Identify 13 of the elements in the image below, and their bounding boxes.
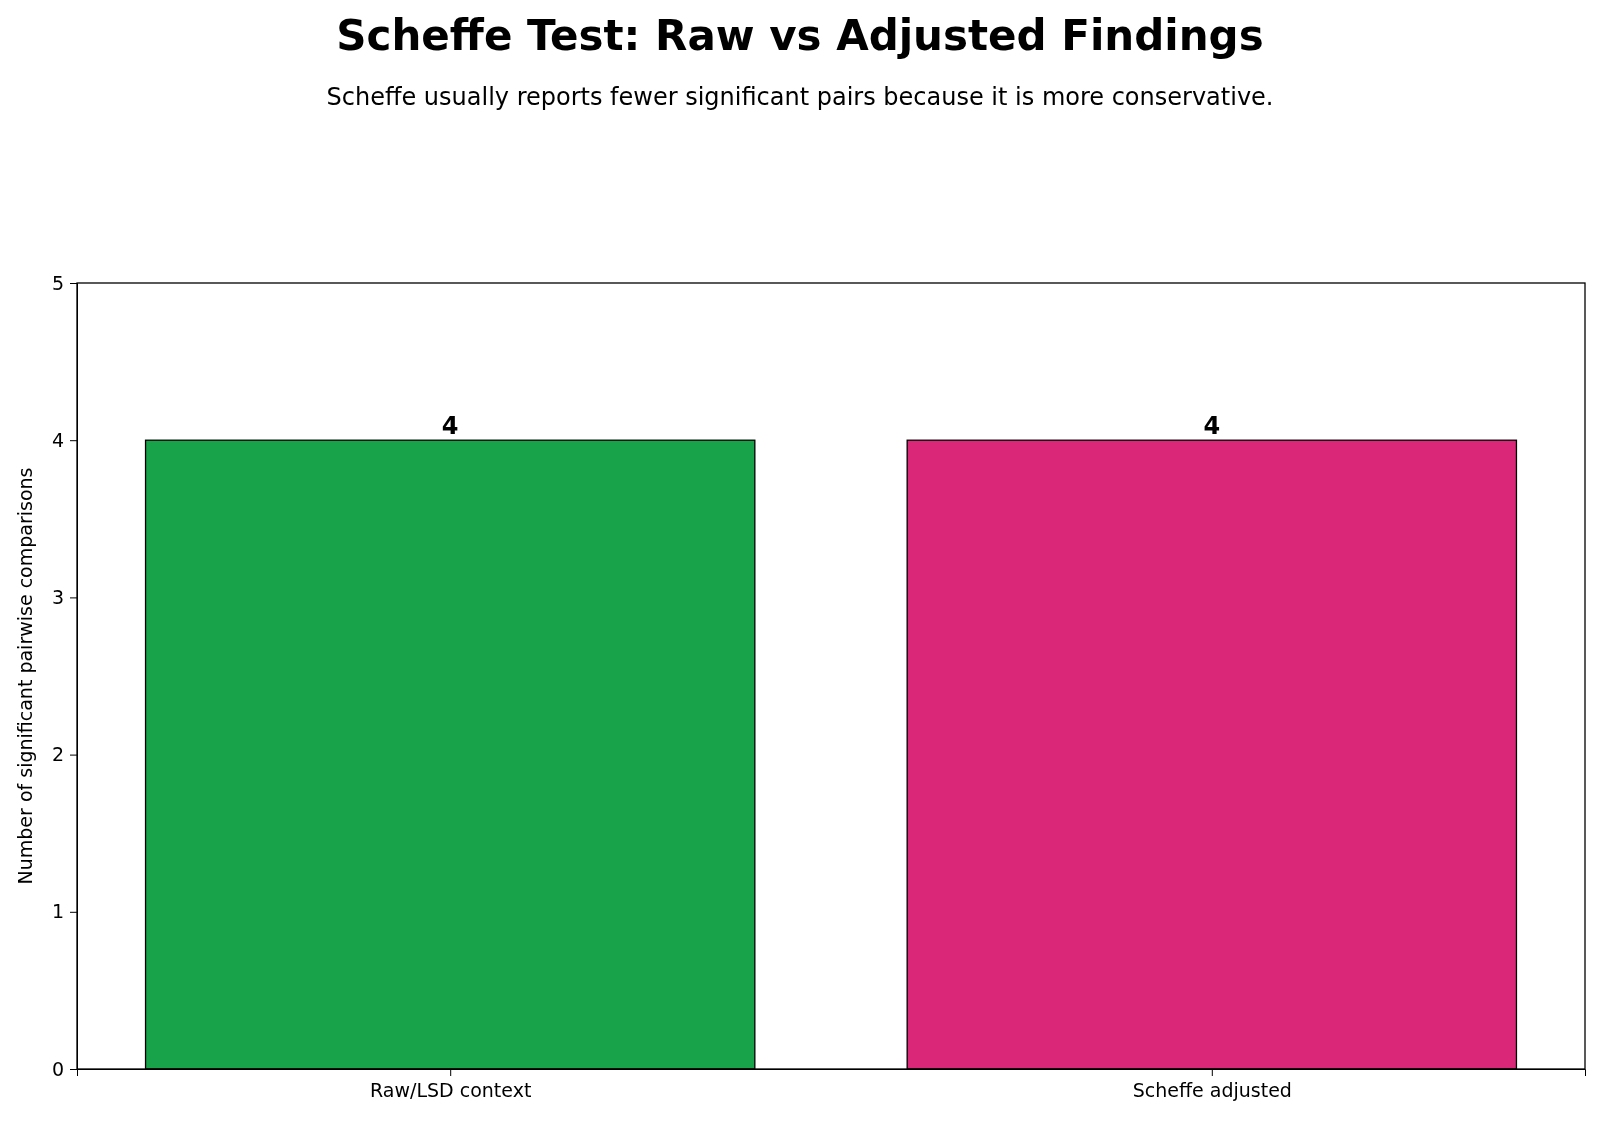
data-label: 4: [441, 412, 459, 441]
chart-subtitle: Scheffe usually reports fewer significant pairs because it is more conservative.: [326, 83, 1274, 111]
chart-title: Scheffe Test: Raw vs Adjusted Findings: [336, 11, 1264, 60]
y-tick-label: 4: [51, 428, 64, 451]
y-axis-title: Number of significant pairwise comparisons: [14, 467, 36, 885]
y-tick-label: 5: [51, 271, 64, 294]
x-tick-label: Raw/LSD context: [370, 1079, 532, 1102]
y-tick-label: 3: [51, 585, 64, 608]
x-tick-label: Scheffe adjusted: [1132, 1079, 1292, 1102]
y-tick-label: 1: [51, 900, 64, 923]
y-tick-label: 0: [51, 1057, 64, 1080]
y-tick-label: 2: [51, 743, 64, 766]
data-label: 4: [1203, 412, 1221, 441]
